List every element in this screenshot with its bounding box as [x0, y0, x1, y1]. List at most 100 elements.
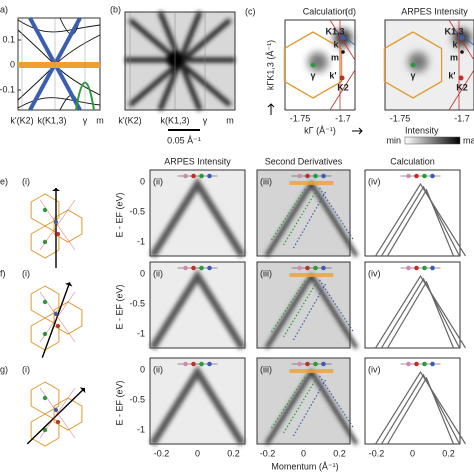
panel-label: (b): [110, 4, 121, 14]
dot: [414, 265, 419, 271]
band-orange: [18, 62, 100, 68]
x-label: m: [226, 115, 234, 125]
dot: [305, 173, 310, 179]
intensity: [308, 52, 328, 72]
dot: [410, 62, 416, 68]
dot: [422, 173, 427, 179]
dot: [313, 265, 318, 271]
panel-sublabel: (iv): [368, 268, 381, 278]
x-label: γ: [83, 115, 88, 125]
dot: [313, 173, 318, 179]
colorbar-min: min: [386, 135, 401, 145]
point-label: K1,3: [325, 26, 344, 36]
y-tick-label: -1: [137, 328, 145, 338]
cut-line: [26, 387, 86, 445]
dot: [321, 173, 326, 179]
axis-arrow: [267, 103, 275, 115]
point-label: m: [450, 52, 458, 62]
dot: [199, 361, 204, 367]
dot: [191, 173, 196, 179]
dot: [199, 265, 204, 271]
y-tick-label: -0.5: [129, 298, 145, 308]
dispersion: [380, 277, 461, 349]
dot: [207, 265, 212, 271]
dispersion: [374, 182, 467, 257]
dot: [305, 265, 310, 271]
x-axis-label: kΓ (Å⁻¹): [304, 125, 336, 135]
dot: [460, 50, 464, 54]
dot: [191, 361, 196, 367]
dot: [54, 408, 58, 412]
x-tick-label: 0.2: [442, 448, 455, 458]
x-tick-label: -0.2: [260, 448, 276, 458]
y-tick-label: 0: [10, 59, 15, 69]
dispersion: [374, 370, 467, 445]
column-header: Second Derivatives: [265, 156, 343, 166]
panel-sublabel: (i): [22, 364, 30, 374]
band: [17, 97, 101, 109]
dot: [341, 50, 345, 54]
dot: [42, 331, 48, 337]
panel-sublabel: (iv): [368, 176, 381, 186]
dispersion: [386, 280, 455, 349]
dot: [406, 173, 411, 179]
panel-title: Calculation: [303, 6, 348, 16]
dot: [183, 173, 188, 179]
panel-sublabel: (i): [22, 176, 30, 186]
dot: [321, 361, 326, 367]
panel-sublabel: (iii): [260, 268, 272, 278]
x-tick-label: -1.75: [290, 113, 311, 123]
dot: [414, 173, 419, 179]
dot: [54, 312, 58, 316]
dot: [183, 265, 188, 271]
arrow-head: [52, 188, 60, 191]
scale-label: 0.05 Å⁻¹: [167, 135, 201, 145]
x-label: k'(K2): [118, 115, 141, 125]
dot: [42, 299, 48, 305]
hexagon: [53, 301, 83, 335]
y-tick-label: -1: [137, 236, 145, 246]
y-tick-label: -0.1: [0, 84, 15, 94]
arrow-head: [64, 282, 73, 287]
x-tick-label: -1.7: [335, 113, 351, 123]
x-tick-label: 0: [195, 448, 200, 458]
point-label: K1,3: [444, 26, 463, 36]
x-tick-label: 0.2: [227, 448, 240, 458]
dot: [207, 361, 212, 367]
dot: [313, 361, 318, 367]
fit-dots: [292, 279, 355, 341]
dot: [340, 35, 346, 41]
dot: [56, 420, 60, 424]
dot: [430, 265, 435, 271]
y-tick-label: -0.5: [129, 394, 145, 404]
point-label: K2: [337, 82, 349, 92]
y-axis-label: E - EF (eV): [114, 192, 124, 237]
point-label: k': [448, 70, 455, 80]
dot: [297, 265, 302, 271]
x-axis-label: Momentum (Å⁻¹): [271, 461, 338, 471]
hexagon: [53, 209, 83, 243]
row-label: g): [0, 364, 8, 374]
dot: [305, 361, 310, 367]
x-tick-label: -0.2: [154, 448, 170, 458]
y-axis-label: kΓK1,3 (Å⁻¹): [265, 40, 275, 90]
panel-title: ARPES Intensity: [401, 6, 468, 16]
point-label: k: [452, 39, 458, 49]
dispersion: [386, 188, 455, 257]
panel-sublabel: (ii): [153, 364, 163, 374]
dispersion: [149, 177, 246, 258]
dot: [414, 361, 419, 367]
point-label: γ: [310, 70, 315, 80]
y-tick-label: -0.5: [129, 206, 145, 216]
dot: [42, 207, 48, 213]
dot: [406, 361, 411, 367]
row-label: e): [0, 176, 8, 186]
hexagon: [383, 31, 443, 99]
hexagon: [283, 31, 343, 99]
panel-sublabel: (iii): [260, 176, 272, 186]
dot: [42, 427, 48, 433]
fermi-band: [289, 181, 334, 185]
dot: [458, 75, 464, 81]
arrow-head: [79, 387, 86, 394]
x-label: γ: [203, 115, 208, 125]
